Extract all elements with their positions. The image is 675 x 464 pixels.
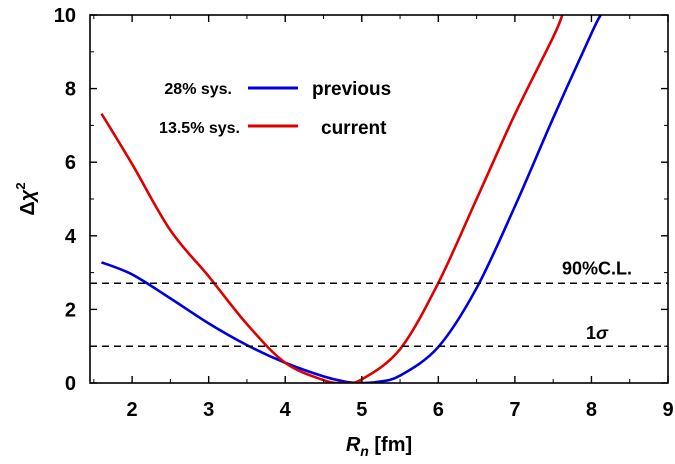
y-tick-label: 8	[65, 79, 76, 101]
reference-label-1sigma-number: 1	[586, 323, 596, 343]
x-tick-label: 4	[280, 399, 292, 421]
legend-previous-label: previous	[312, 79, 391, 100]
y-tick-label: 2	[65, 299, 76, 321]
y-axis-prefix: Δ	[17, 201, 39, 215]
legend-previous-note: 28% sys.	[164, 81, 232, 98]
x-tick-label: 8	[586, 399, 597, 421]
series-line-previous	[101, 15, 602, 383]
x-axis-symbol: R	[346, 434, 361, 456]
legend-current-note: 13.5% sys.	[159, 120, 240, 137]
legend: 28% sys. previous 13.5% sys. current	[159, 79, 391, 139]
series-line-current	[100, 15, 564, 383]
axis-ticks: 2 3 4 5 6 7 8 9 0 2 4 6 8 10	[54, 5, 674, 421]
x-tick-label: 5	[356, 399, 367, 421]
y-axis-symbol: χ	[17, 188, 39, 203]
y-tick-label: 4	[65, 226, 77, 248]
y-tick-label: 6	[65, 152, 76, 174]
reference-label-90cl: 90%C.L.	[562, 258, 632, 278]
x-tick-label: 2	[127, 399, 138, 421]
x-tick-label: 7	[509, 399, 520, 421]
y-tick-label: 10	[54, 5, 76, 27]
x-axis-unit: [fm]	[369, 434, 412, 456]
y-tick-label: 0	[65, 373, 76, 395]
series-layer	[100, 15, 602, 383]
x-tick-label: 6	[433, 399, 444, 421]
x-axis-label: Rn [fm]	[346, 434, 412, 459]
y-axis-superscript: 2	[13, 182, 28, 189]
reference-label-1sigma-greek: σ	[596, 323, 609, 343]
x-axis-subscript: n	[360, 443, 369, 459]
y-axis-label: Δχ2	[13, 182, 39, 215]
x-tick-label: 9	[662, 399, 673, 421]
x-tick-label: 3	[203, 399, 214, 421]
reference-lines	[90, 282, 668, 347]
plot-frame	[89, 14, 669, 384]
legend-current-label: current	[321, 118, 387, 139]
reference-label-1sigma: 1σ	[586, 323, 609, 343]
